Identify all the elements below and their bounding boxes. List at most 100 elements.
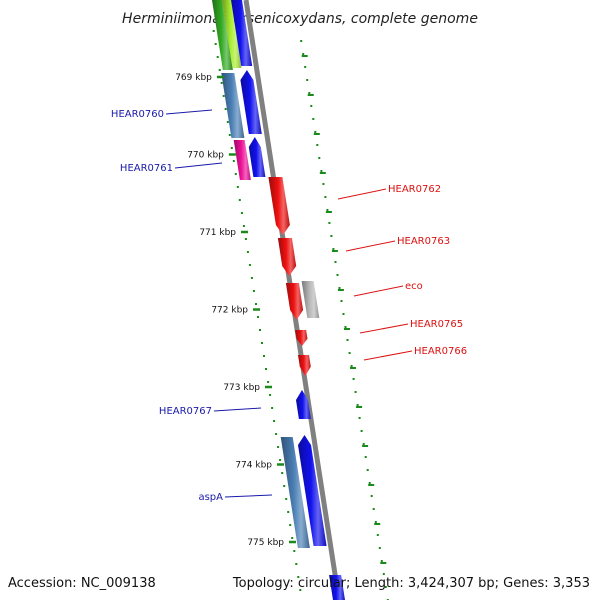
track-dot-left: [279, 459, 282, 461]
track-dot-right: [360, 430, 363, 432]
kbp-tick-label: 769 kbp: [175, 73, 212, 83]
map-title: Herminiimonas arsenicoxydans, complete g…: [122, 11, 478, 27]
track-dot-right: [374, 521, 377, 523]
track-dot-left: [277, 446, 280, 448]
track-dot-right: [384, 586, 387, 588]
kbp-tick-label: 770 kbp: [187, 151, 224, 161]
track-dot-right: [356, 404, 359, 406]
gene-green-top: [212, 0, 233, 70]
gene-hear0765: [295, 330, 308, 346]
track-dot-left: [287, 511, 290, 513]
gene-label-hear0763: HEAR0763: [397, 236, 450, 247]
gene-hear0760-steel: [221, 73, 245, 138]
track-dot-left: [271, 407, 274, 409]
track-dot-right: [382, 573, 385, 575]
track-dot-right: [380, 560, 383, 562]
track-dot-right: [352, 378, 355, 380]
track-dot-left: [257, 316, 259, 318]
gene-label-hear0760: HEAR0760: [111, 109, 164, 120]
track-dot-left: [273, 420, 276, 422]
track-dots: [212, 30, 389, 600]
track-dot-right: [362, 443, 365, 445]
track-dot-left: [293, 550, 296, 552]
track-dot-left: [222, 95, 225, 97]
gene-label-hear0767: HEAR0767: [159, 406, 212, 417]
track-dot-right: [342, 313, 345, 315]
track-dot-left: [242, 225, 245, 227]
gene-hear0767: [296, 390, 311, 419]
gene-label-aspa: aspA: [198, 492, 223, 503]
track-dot-left: [228, 134, 231, 136]
gene-aspa-steel: [280, 437, 310, 548]
track-dot-right: [306, 79, 309, 81]
track-dot-left: [295, 563, 298, 565]
track-dot-left: [285, 498, 288, 500]
gene-label-hear0762: HEAR0762: [388, 184, 441, 195]
leader-line: [345, 240, 396, 252]
track-dot-right: [358, 417, 361, 419]
track-dot-left: [238, 199, 241, 201]
track-dot-left: [265, 368, 267, 370]
track-dot-right: [354, 391, 357, 393]
track-dot-left: [216, 56, 219, 58]
track-dot-right: [366, 469, 369, 471]
leader-line: [165, 109, 213, 115]
track-dot-right: [304, 66, 307, 68]
track-dot-left: [244, 238, 247, 240]
kbp-ticks: 769 kbp 770 kbp 771 kbp 772 kbp 773 kbp 774 k…: [175, 73, 296, 548]
track-dot-left: [224, 108, 227, 110]
track-dot-left: [261, 342, 263, 344]
gene-labels: HEAR0760 HEAR0761 HEAR0767 aspA HEAR0762 HEAR…: [111, 109, 467, 503]
gene-lime-top: [222, 0, 242, 68]
gene-eco-red: [285, 283, 304, 320]
track-dot-right: [334, 261, 337, 263]
track-dot-right: [300, 40, 303, 42]
track-dot-left: [297, 576, 300, 578]
track-dot-right: [368, 482, 371, 484]
gene-features: [212, 0, 345, 600]
leader-line: [359, 323, 409, 334]
leader-line: [337, 188, 387, 200]
track-dot-right: [314, 131, 317, 133]
track-dot-left: [252, 290, 255, 292]
track-dot-left: [289, 524, 292, 526]
gene-hear0762: [268, 177, 290, 235]
kbp-tick-label: 772 kbp: [211, 306, 248, 316]
track-dot-right: [370, 495, 373, 497]
track-dot-left: [250, 277, 253, 279]
gene-hear0763: [277, 238, 297, 276]
leader-line: [213, 407, 262, 412]
gene-hear0761-blue: [248, 137, 266, 177]
gene-blue-top: [231, 0, 253, 66]
accession-text: Accession: NC_009138: [8, 576, 156, 591]
track-dot-right: [336, 274, 339, 276]
track-dot-left: [214, 43, 217, 45]
track-dot-right: [310, 105, 313, 107]
track-dot-left: [267, 381, 270, 383]
gene-hear0766: [298, 355, 311, 376]
leader-line: [353, 285, 404, 297]
track-dot-left: [232, 160, 235, 162]
track-dot-left: [248, 264, 251, 266]
track-dot-left: [220, 82, 223, 84]
track-dot-right: [322, 183, 325, 185]
track-dot-right: [320, 170, 323, 172]
track-dot-left: [236, 186, 239, 188]
track-dot-right: [378, 547, 381, 549]
track-dot-right: [328, 222, 331, 224]
kbp-tick-label: 775 kbp: [247, 538, 284, 548]
track-dot-left: [240, 212, 243, 214]
track-dot-right: [364, 456, 367, 458]
gene-label-eco: eco: [405, 281, 423, 292]
gene-label-hear0761: HEAR0761: [120, 163, 173, 174]
track-dot-left: [281, 472, 284, 474]
track-dot-left: [283, 485, 286, 487]
kbp-tick-label: 773 kbp: [223, 383, 260, 393]
track-dot-left: [255, 303, 257, 305]
gene-aspa: [298, 435, 327, 546]
track-dot-right: [348, 352, 351, 354]
track-dot-right: [372, 508, 375, 510]
track-dot-right: [316, 144, 319, 146]
track-dot-left: [275, 433, 278, 435]
